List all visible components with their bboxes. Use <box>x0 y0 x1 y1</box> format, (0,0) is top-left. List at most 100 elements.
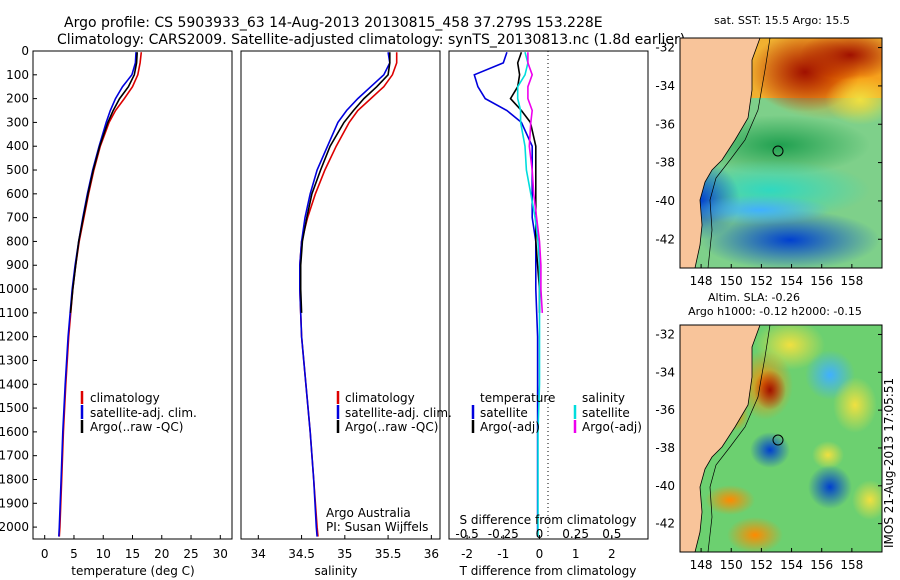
longitude-tick-label: 150 <box>720 274 743 288</box>
legend-label-argo: Argo(..raw -QC) <box>90 420 183 434</box>
t-difference-tick-label: 1 <box>572 547 580 561</box>
depth-tick-label: 1800 <box>0 472 29 486</box>
latitude-tick-label: -36 <box>655 117 675 131</box>
longitude-tick-label: 158 <box>840 274 863 288</box>
depth-tick-label: 300 <box>6 115 29 129</box>
s-difference-label: S difference from climatology <box>460 513 637 527</box>
salinity-tick-label: 34.5 <box>288 547 315 561</box>
latitude-tick-label: -38 <box>655 441 675 455</box>
figure-title-line2: Climatology: CARS2009. Satellite-adjuste… <box>57 32 685 48</box>
difference-x-axis: -2 -1 0 1 2 -0.5 -0.25 0 0.25 0.5 <box>455 527 621 561</box>
salinity-x-axis: 34 34.5 35 35.5 36 <box>251 535 439 561</box>
temperature-panel: 0100200300400500600700800900100011001200… <box>0 44 233 578</box>
depth-tick-label: 1400 <box>0 377 29 391</box>
depth-tick-label: 1500 <box>0 401 29 415</box>
climatology-salinity-line <box>298 52 398 537</box>
s-difference-argo-line <box>527 52 544 313</box>
salinity-axes-box <box>240 50 441 540</box>
sla-map-title-line2: Argo h1000: -0.12 h2000: -0.15 <box>688 305 862 318</box>
depth-tick-label: 100 <box>6 68 29 82</box>
depth-tick-label: 1900 <box>0 496 29 510</box>
imos-watermark: IMOS 21-Aug-2013 17:05:51 <box>882 378 896 548</box>
depth-tick-label: 800 <box>6 234 29 248</box>
depth-tick-label: 1100 <box>0 306 29 320</box>
s-difference-tick-label: 0 <box>536 527 544 541</box>
argo-temperature-line <box>69 52 138 313</box>
latitude-tick-label: -42 <box>655 517 675 531</box>
depth-tick-label: 1300 <box>0 353 29 367</box>
isobath-line <box>707 38 771 268</box>
depth-tick-label: 2000 <box>0 520 29 534</box>
legend-label-s-argo: Argo(-adj) <box>582 420 642 434</box>
legend-label-climatology: climatology <box>345 391 415 405</box>
salinity-tick-label: 34 <box>251 547 266 561</box>
t-difference-tick-label: -2 <box>461 547 473 561</box>
sst-map-frame <box>679 37 883 269</box>
t-difference-label: T difference from climatology <box>459 564 637 578</box>
longitude-tick-label: 152 <box>750 274 773 288</box>
depth-tick-label: 1600 <box>0 425 29 439</box>
isobath-line <box>707 325 771 552</box>
t-difference-tick-label: -1 <box>497 547 509 561</box>
depth-tick-label: 1000 <box>0 282 29 296</box>
argo-position-marker <box>772 434 784 446</box>
credit-pi: PI: Susan Wijffels <box>326 520 428 534</box>
longitude-tick-label: 156 <box>810 274 833 288</box>
longitude-tick-label: 148 <box>690 558 713 572</box>
legend-label-t-satellite: satellite <box>480 406 528 420</box>
argo-position-marker <box>772 145 784 157</box>
satellite-temperature-line <box>58 52 137 537</box>
salinity-tick-label: 35 <box>337 547 352 561</box>
temperature-tick-label: 30 <box>213 547 228 561</box>
legend-label-climatology: climatology <box>90 391 160 405</box>
sst-map-title: sat. SST: 15.5 Argo: 15.5 <box>714 14 850 27</box>
latitude-tick-label: -34 <box>655 79 675 93</box>
depth-tick-label: 500 <box>6 163 29 177</box>
depth-tick-label: 1700 <box>0 449 29 463</box>
sla-map: Altim. SLA: -0.26 Argo h1000: -0.12 h200… <box>655 291 883 572</box>
s-difference-tick-label: -0.5 <box>455 527 478 541</box>
temperature-tick-label: 0 <box>41 547 49 561</box>
t-difference-tick-label: 0 <box>536 547 544 561</box>
t-difference-argo-line <box>509 51 541 313</box>
temperature-tick-label: 5 <box>70 547 78 561</box>
argo-salinity-line <box>299 52 391 313</box>
salinity-panel: 34 34.5 35 35.5 36 salinity climatology sate… <box>240 50 452 578</box>
depth-tick-label: 600 <box>6 187 29 201</box>
longitude-tick-label: 152 <box>750 558 773 572</box>
salinity-series <box>298 52 398 537</box>
temperature-tick-label: 25 <box>183 547 198 561</box>
t-difference-satellite-line <box>473 51 539 537</box>
s-difference-satellite-line <box>516 51 541 537</box>
sla-map-frame <box>679 324 883 553</box>
longitude-tick-label: 154 <box>780 558 803 572</box>
depth-axis: 0 100 200 300 400 500 600 700 800 900 1000 1100 1200… <box>0 44 37 534</box>
t-difference-tick-label: 2 <box>608 547 616 561</box>
latitude-tick-label: -32 <box>655 327 675 341</box>
temperature-x-label: temperature (deg C) <box>71 564 194 578</box>
depth-tick-label: 200 <box>6 92 29 106</box>
legend-label-satellite-adj: satellite-adj. clim. <box>345 406 452 420</box>
temperature-tick-label: 20 <box>154 547 169 561</box>
longitude-tick-label: 154 <box>780 274 803 288</box>
latitude-tick-label: -40 <box>655 194 675 208</box>
difference-legend: temperature salinity satellite Argo(-adj… <box>471 391 642 434</box>
longitude-tick-label: 150 <box>720 558 743 572</box>
latitude-tick-label: -40 <box>655 479 675 493</box>
s-difference-tick-label: -0.25 <box>488 527 519 541</box>
longitude-tick-label: 148 <box>690 274 713 288</box>
salinity-tick-label: 35.5 <box>375 547 402 561</box>
legend-label-satellite-adj: satellite-adj. clim. <box>90 406 197 420</box>
difference-panel: -2 -1 0 1 2 -0.5 -0.25 0 0.25 0.5 temperature sal… <box>448 50 649 578</box>
sst-field <box>680 38 882 268</box>
s-difference-tick-label: 0.25 <box>562 527 589 541</box>
sst-map: sat. SST: 15.5 Argo: 15.5 148 150 152 154 15… <box>655 14 883 288</box>
temperature-tick-label: 10 <box>96 547 111 561</box>
legend-label-argo: Argo(..raw -QC) <box>345 420 438 434</box>
temperature-x-axis: 0 5 10 15 20 25 30 <box>41 535 228 561</box>
depth-tick-label: 0 <box>21 44 29 58</box>
sla-field <box>680 325 882 552</box>
legend-label-t-argo: Argo(-adj) <box>480 420 540 434</box>
depth-tick-label: 700 <box>6 211 29 225</box>
